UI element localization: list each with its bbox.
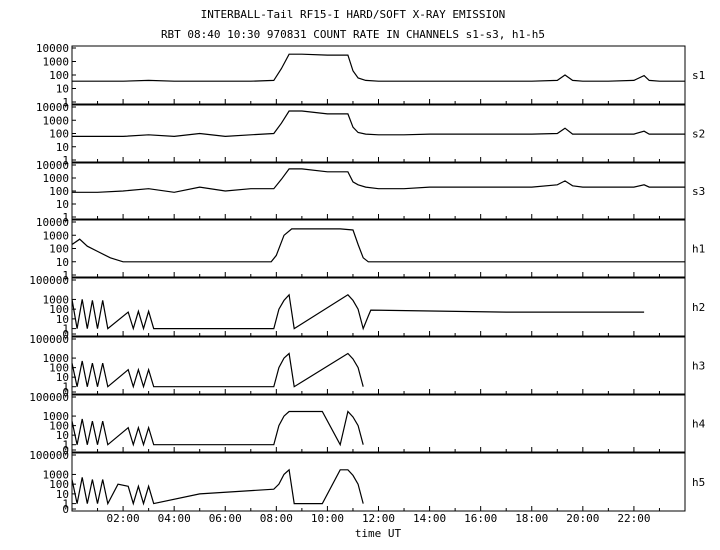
channel-label-s2: s2: [692, 128, 705, 141]
ytick-label-h3-0: 100000: [29, 333, 69, 346]
series-line-s3: [72, 168, 685, 193]
channel-label-h4: h4: [692, 418, 706, 431]
series-line-h5: [71, 468, 364, 506]
channel-label-h1: h1: [692, 243, 705, 256]
ytick-label-h2-4: 1: [62, 323, 69, 336]
channel-label-h5: h5: [692, 476, 705, 489]
panel-frame-h2: [71, 277, 686, 337]
ytick-label-h1-1: 1000: [43, 229, 70, 242]
ytick-label-h3-1: 1000: [43, 352, 70, 365]
xtick-label-0200: 02:00: [107, 512, 140, 525]
channel-label-s1: s1: [692, 69, 705, 82]
ytick-label-s1-3: 10: [56, 83, 69, 96]
series-line-h4: [71, 410, 364, 447]
ytick-label-s2-1: 1000: [43, 114, 70, 127]
ytick-label-h3-2: 100: [49, 362, 69, 375]
xtick-label-1000: 10:00: [311, 512, 344, 525]
ytick-label-s1-1: 1000: [43, 56, 70, 69]
panel-frame-h3: [71, 336, 686, 395]
channel-label-h2: h2: [692, 301, 705, 314]
xtick-label-1400: 14:00: [413, 512, 446, 525]
ytick-label-h1-0: 10000: [36, 216, 69, 229]
ytick-label-h2-0: 100000: [29, 274, 69, 287]
chart-title: INTERBALL-Tail RF15-I HARD/SOFT X-RAY EM…: [201, 8, 506, 21]
ytick-label-h1-3: 10: [56, 256, 69, 269]
channel-label-s3: s3: [692, 185, 705, 198]
panel-frame-h1: [71, 219, 686, 278]
ytick-label-h2-2: 100: [49, 303, 69, 316]
ytick-label-s3-3: 10: [56, 198, 69, 211]
series-line-s2: [72, 110, 685, 138]
ytick-label-s3-0: 10000: [36, 159, 69, 172]
series-line-h1: [71, 228, 685, 263]
series-line-h3: [71, 352, 364, 389]
series-line-h2: [71, 293, 645, 331]
chart-subtitle: RBT 08:40 10:30 970831 COUNT RATE IN CHA…: [161, 28, 545, 41]
ytick-label-h5-5: 0: [62, 503, 69, 516]
ytick-label-s1-0: 10000: [36, 42, 69, 55]
xtick-label-0400: 04:00: [158, 512, 191, 525]
ytick-label-s2-2: 100: [49, 128, 69, 141]
ytick-label-s1-4: 1: [62, 96, 69, 109]
ytick-label-h4-2: 100: [49, 420, 69, 433]
ytick-label-h4-3: 10: [56, 429, 69, 442]
ytick-label-h3-3: 10: [56, 371, 69, 384]
ytick-label-h5-1: 1000: [43, 468, 70, 481]
channel-label-h3: h3: [692, 360, 705, 373]
ytick-label-h1-4: 1: [62, 269, 69, 282]
ytick-label-h1-2: 100: [49, 243, 69, 256]
ytick-label-h2-3: 10: [56, 313, 69, 326]
ytick-label-s2-4: 1: [62, 154, 69, 167]
x-axis-label: time UT: [355, 527, 402, 540]
panels: 100001000100101s1100001000100101s2100001…: [29, 42, 705, 516]
ytick-label-s3-1: 1000: [43, 172, 70, 185]
ytick-label-s2-0: 10000: [36, 101, 69, 114]
ytick-label-h2-5: 0: [62, 328, 69, 341]
xtick-label-0600: 06:00: [209, 512, 242, 525]
ytick-label-h3-5: 0: [62, 386, 69, 399]
ytick-label-h5-0: 100000: [29, 449, 69, 462]
ytick-label-h4-0: 100000: [29, 391, 69, 404]
ytick-label-h5-3: 10: [56, 488, 69, 501]
panel-frame-h5: [71, 452, 686, 512]
xtick-label-1200: 12:00: [362, 512, 395, 525]
ytick-label-h4-5: 0: [62, 444, 69, 457]
ytick-label-h2-1: 1000: [43, 293, 70, 306]
xtick-label-2000: 20:00: [566, 512, 599, 525]
ytick-label-s1-2: 100: [49, 69, 69, 82]
panel-frame-h4: [71, 394, 686, 453]
panel-frame-s1: [71, 45, 686, 105]
xtick-label-0800: 08:00: [260, 512, 293, 525]
xtick-label-1600: 16:00: [464, 512, 497, 525]
xtick-label-2200: 22:00: [617, 512, 650, 525]
ytick-label-h4-4: 1: [62, 439, 69, 452]
ytick-label-h5-2: 100: [49, 478, 69, 491]
ytick-label-h3-4: 1: [62, 381, 69, 394]
xtick-label-1800: 18:00: [515, 512, 548, 525]
ytick-label-h4-1: 1000: [43, 410, 70, 423]
ytick-label-s2-3: 10: [56, 141, 69, 154]
series-line-s1: [72, 53, 685, 82]
ytick-label-h5-4: 1: [62, 498, 69, 511]
ytick-label-s3-2: 100: [49, 185, 69, 198]
ytick-label-s3-4: 1: [62, 211, 69, 224]
x-axis: 02:00 04:00 06:00 08:00 10:00 12:00 14:00 16:00…: [107, 512, 651, 525]
